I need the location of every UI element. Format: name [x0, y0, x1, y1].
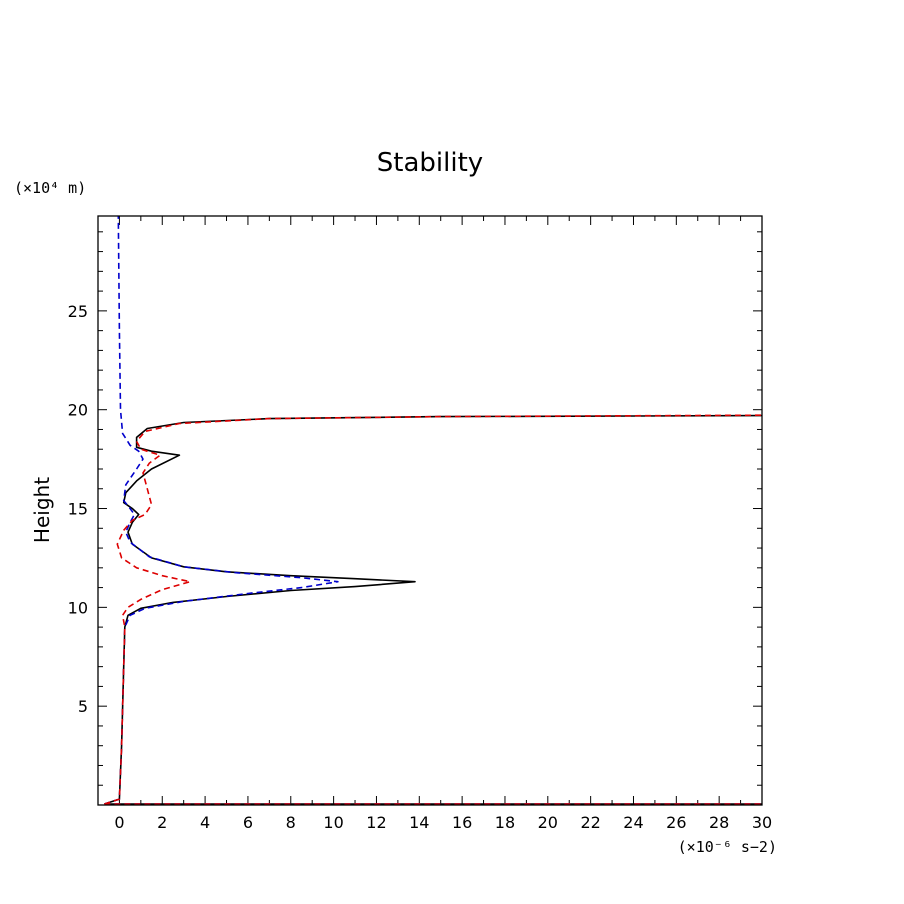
series-line-red-dashed — [104, 414, 763, 805]
x-tick-label: 26 — [666, 813, 686, 832]
x-tick-label: 20 — [538, 813, 558, 832]
x-tick-label: 6 — [243, 813, 253, 832]
x-tick-label: 22 — [580, 813, 600, 832]
series-layer — [104, 215, 763, 805]
x-tick-label: 10 — [323, 813, 343, 832]
x-tick-label: 24 — [623, 813, 643, 832]
x-tick-label: 8 — [286, 813, 296, 832]
series-line-black-solid — [104, 414, 763, 805]
y-tick-label: 20 — [68, 401, 88, 420]
series-line-blue-dashed — [104, 215, 339, 805]
y-axis-label: Height — [30, 477, 54, 543]
y-tick-label: 25 — [68, 302, 88, 321]
x-tick-label: 16 — [452, 813, 472, 832]
x-tick-label: 12 — [366, 813, 386, 832]
plot-frame — [97, 215, 763, 806]
x-tick-label: 14 — [409, 813, 429, 832]
y-tick-label: 5 — [78, 697, 88, 716]
x-tick-label: 4 — [200, 813, 210, 832]
x-tick-label: 0 — [114, 813, 124, 832]
x-tick-label: 18 — [495, 813, 515, 832]
chart-title: Stability — [377, 148, 483, 178]
x-axis-unit-label: (×10⁻⁶ s−2) — [678, 838, 777, 856]
x-tick-label: 28 — [709, 813, 729, 832]
x-tick-label: 2 — [157, 813, 167, 832]
y-tick-label: 10 — [68, 598, 88, 617]
y-tick-label: 15 — [68, 500, 88, 519]
y-axis-unit-label: (×10⁴ m) — [14, 179, 86, 197]
x-tick-label: 30 — [752, 813, 772, 832]
axis-ticks — [97, 216, 763, 805]
